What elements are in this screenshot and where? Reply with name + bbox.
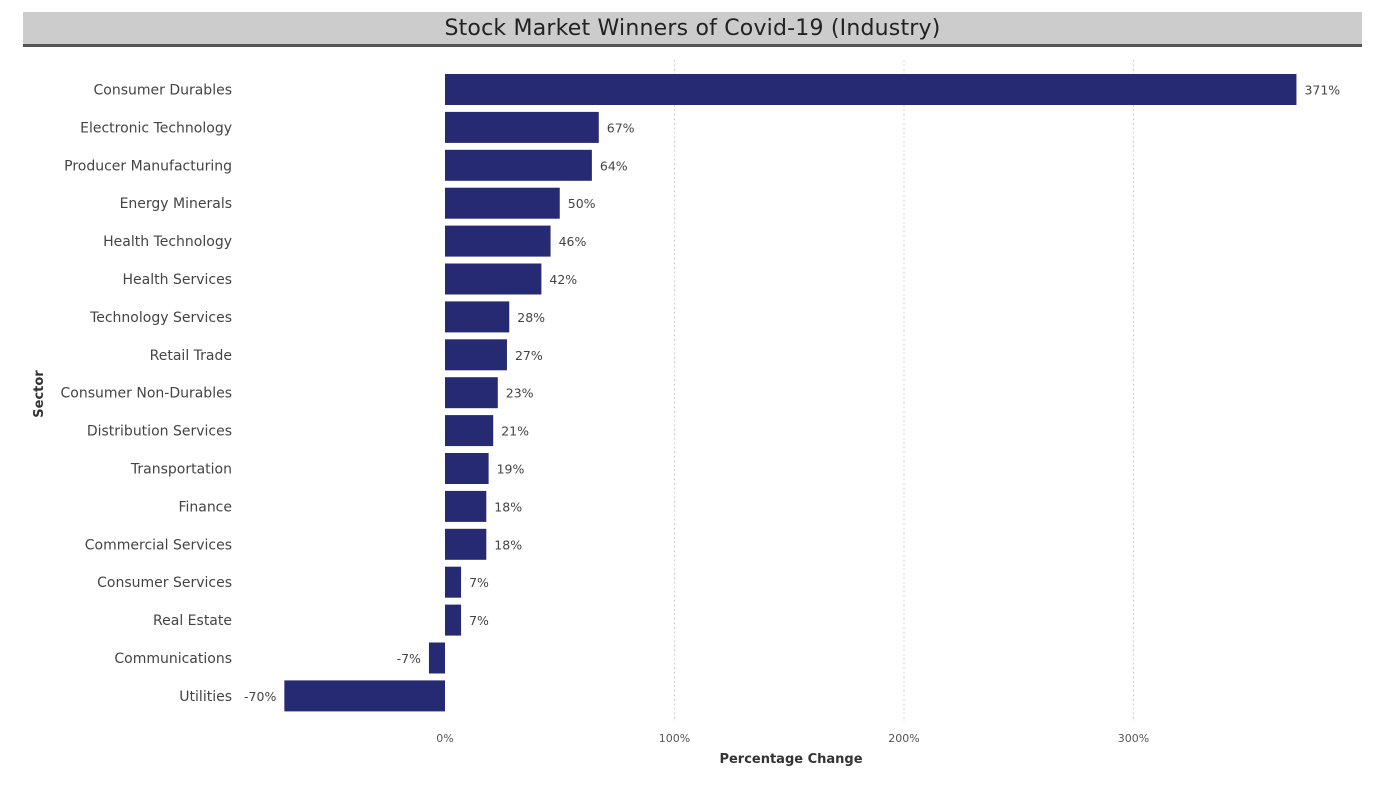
data-label: 64% [600, 158, 628, 173]
bar [445, 415, 493, 446]
category-label: Technology Services [89, 310, 232, 326]
category-label: Consumer Durables [93, 83, 232, 99]
data-label: 50% [568, 196, 596, 211]
data-label: 7% [469, 613, 489, 628]
bar [445, 226, 551, 257]
y-axis-title: Sector [32, 370, 47, 418]
bar [445, 301, 509, 332]
category-label: Communications [114, 651, 232, 667]
x-tick-layer: 0% 100% 200% 300% [436, 732, 1149, 745]
category-label: Distribution Services [87, 424, 232, 440]
bar [429, 643, 445, 674]
bar [445, 453, 489, 484]
category-label-layer: Consumer Durables Electronic Technology Pr… [61, 83, 232, 705]
data-label: -7% [397, 651, 421, 666]
data-label: 23% [506, 386, 534, 401]
category-label: Real Estate [153, 613, 232, 629]
bar [445, 605, 461, 636]
category-label: Retail Trade [150, 348, 232, 364]
data-label-layer: 371% 67% 64% 50% 46% 42% 28% 27% 23% 21% 19% 18% 18%… [244, 83, 1340, 704]
category-label: Commercial Services [85, 537, 232, 553]
bar [445, 529, 486, 560]
data-label: 371% [1304, 83, 1340, 98]
data-label: 7% [469, 575, 489, 590]
bar [284, 680, 445, 711]
data-label: 46% [559, 234, 587, 249]
category-label: Health Technology [103, 234, 232, 250]
grid-layer [675, 60, 1134, 722]
category-label: Utilities [179, 689, 232, 705]
bar [445, 112, 599, 143]
category-label: Energy Minerals [120, 196, 232, 212]
x-axis-title: Percentage Change [719, 752, 862, 767]
category-label: Producer Manufacturing [64, 158, 232, 174]
data-label: 42% [549, 272, 577, 287]
category-label: Consumer Non-Durables [61, 386, 232, 402]
bar [445, 150, 592, 181]
category-label: Finance [178, 499, 232, 515]
x-tick-label: 100% [659, 732, 690, 745]
bar [445, 264, 541, 295]
x-tick-label: 200% [888, 732, 919, 745]
bar [445, 74, 1296, 105]
data-label: 67% [607, 120, 635, 135]
bar [445, 339, 507, 370]
data-label: 27% [515, 348, 543, 363]
bar [445, 567, 461, 598]
data-label: 19% [497, 462, 525, 477]
category-label: Transportation [130, 462, 232, 478]
data-label: 28% [517, 310, 545, 325]
bar [445, 491, 486, 522]
category-label: Consumer Services [97, 575, 232, 591]
data-label: 18% [494, 499, 522, 514]
bar [445, 377, 498, 408]
x-tick-label: 0% [436, 732, 453, 745]
x-tick-label: 300% [1118, 732, 1149, 745]
data-label: 21% [501, 424, 529, 439]
data-label: -70% [244, 689, 276, 704]
category-label: Electronic Technology [80, 120, 232, 136]
category-label: Health Services [123, 272, 232, 288]
bar-layer [284, 74, 1296, 711]
bar [445, 188, 560, 219]
data-label: 18% [494, 537, 522, 552]
